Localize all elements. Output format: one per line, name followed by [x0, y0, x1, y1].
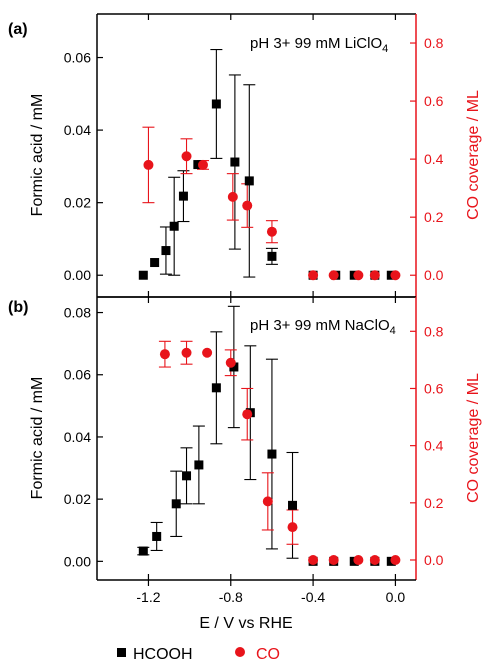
panel-a-co-point	[328, 270, 339, 281]
panel-a-y2-tick-label: 0.4	[424, 151, 444, 167]
panel-b-co-point	[308, 554, 319, 565]
panel-a-y-tick-label: 0.06	[64, 50, 91, 66]
panel-a-co-point	[227, 191, 238, 202]
panel-a-y2-tick-label: 0.2	[424, 209, 444, 225]
legend-swatch-co	[235, 647, 245, 657]
panel-a-co-point	[143, 159, 154, 170]
panel-b-y-axis-label: Formic acid / mM	[29, 377, 46, 500]
panel-b-hcooh-point	[229, 362, 239, 372]
panel-a-hcooh-point	[150, 258, 160, 268]
panel-b-y2-tick-label: 0.2	[424, 495, 444, 511]
panel-a-letter: (a)	[8, 21, 28, 38]
panel-b-y-tick-label: 0.08	[64, 305, 91, 321]
panel-a-y-axis-label: Formic acid / mM	[29, 94, 46, 217]
panel-b-y-tick-label: 0.04	[64, 429, 91, 445]
panel-a-co-point	[242, 200, 253, 211]
panel-b-co-point	[159, 349, 170, 360]
panel-b-y2-tick-label: 0.6	[424, 380, 444, 396]
panel-b-co-point	[328, 554, 339, 565]
panel-a-y2-tick-label: 0.6	[424, 93, 444, 109]
panel-a-hcooh-point	[138, 270, 148, 280]
panel-a-y2-tick-label: 0.0	[424, 267, 444, 283]
panel-b-y2-tick-label: 0.8	[424, 323, 444, 339]
panel-a-co-point	[181, 151, 192, 162]
panel-b-annotation: pH 3+ 99 mM NaClO4	[250, 317, 396, 337]
panel-b-y-tick-label: 0.00	[64, 553, 91, 569]
panel-b-hcooh-point	[267, 449, 277, 459]
panel-a-y2-axis-label: CO coverage / ML	[465, 90, 482, 220]
panel-b-co-point	[181, 347, 192, 358]
legend-label-co: CO	[256, 646, 280, 663]
panel-a-co-point	[369, 270, 380, 281]
panel-b-y2-tick-label: 0.0	[424, 552, 444, 568]
legend: HCOOH CO	[117, 646, 280, 663]
panel-a-chart: 0.00 0.02 0.04 0.06 0.0 0.2 0.4 0.6 0.8 Formic ac…	[8, 13, 482, 298]
panel-a-hcooh-point	[267, 251, 277, 261]
panel-b-letter: (b)	[8, 299, 28, 316]
panel-b-hcooh-point	[211, 383, 221, 393]
panel-a-annotation: pH 3+ 99 mM LiClO4	[250, 35, 388, 55]
panel-a-y-tick-label: 0.02	[64, 195, 91, 211]
legend-label-hcooh: HCOOH	[133, 646, 193, 663]
x-tick-label: -0.4	[301, 589, 325, 605]
panel-b-co-point	[369, 554, 380, 565]
panel-a-y-tick-label: 0.00	[64, 267, 91, 283]
panel-b-co-point	[287, 522, 298, 533]
panel-a-hcooh-point	[178, 191, 188, 201]
panel-a-hcooh-point	[169, 221, 179, 231]
panel-b-y2-axis-label: CO coverage / ML	[465, 373, 482, 503]
panel-b-co-point	[353, 554, 364, 565]
panel-a-co-point	[390, 270, 401, 281]
x-tick-label: -0.8	[219, 589, 243, 605]
panel-a-co-point	[266, 226, 277, 237]
panel-b-co-point	[262, 496, 273, 507]
panel-b-hcooh-point	[138, 546, 148, 556]
panel-a-y2-tick-label: 0.8	[424, 35, 444, 51]
panel-b-hcooh-point	[288, 500, 298, 510]
panel-b-co-point	[202, 347, 213, 358]
panel-a-hcooh-point	[193, 160, 203, 170]
panel-b-co-point	[242, 409, 253, 420]
panel-b-hcooh-point	[182, 471, 192, 481]
panel-b-y-tick-label: 0.06	[64, 367, 91, 383]
panel-a-co-point	[353, 270, 364, 281]
panel-b-hcooh-point	[171, 499, 181, 509]
panel-a-co-point	[197, 159, 208, 170]
panel-b-co-point	[390, 554, 401, 565]
x-axis-label: E / V vs RHE	[199, 615, 292, 632]
panel-a-co-point	[308, 270, 319, 281]
panel-b-chart: 0.00 0.02 0.04 0.06 0.08 0.0 0.2 0.4 0.6 0.8 Formi…	[8, 296, 482, 581]
panel-b-y2-tick-label: 0.4	[424, 438, 444, 454]
panel-a-hcooh-point	[230, 157, 240, 167]
panel-a-hcooh-point	[161, 246, 171, 256]
legend-swatch-hcooh	[117, 648, 126, 657]
x-axis-shared: -1.2 -0.8 -0.4 0.0	[136, 580, 405, 605]
panel-a-y-tick-label: 0.04	[64, 122, 91, 138]
panel-b-y-tick-label: 0.02	[64, 491, 91, 507]
x-tick-label: 0.0	[386, 589, 406, 605]
panel-a-hcooh-point	[244, 176, 254, 186]
panel-b-hcooh-point	[194, 460, 204, 470]
panel-b-hcooh-point	[152, 531, 162, 541]
x-tick-label: -1.2	[136, 589, 160, 605]
panel-b-co-point	[225, 357, 236, 368]
panel-a-hcooh-point	[211, 99, 221, 109]
